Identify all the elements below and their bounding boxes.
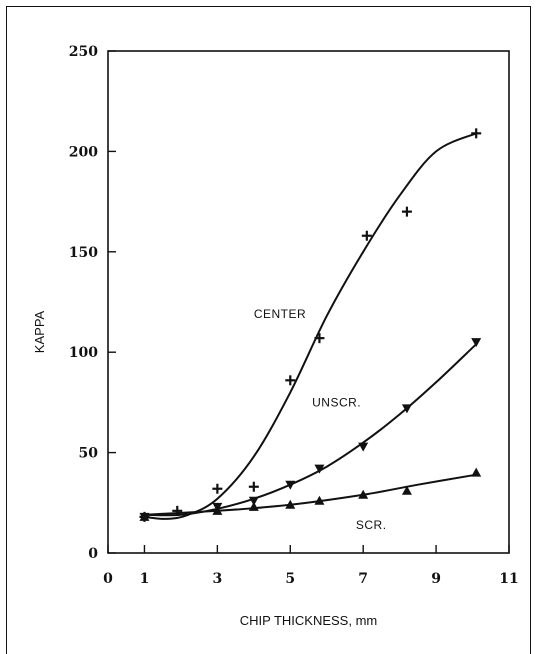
y-tick-label: 0 [88,546,98,562]
center-point [401,206,412,217]
y-tick-label: 50 [79,446,99,462]
x-tick-label: 0 [103,571,113,587]
figure-frame [6,6,531,654]
center-point [248,481,259,492]
unscr-point [358,442,369,452]
center-curve [144,132,477,520]
unscr-point [401,404,412,414]
series-annotations: CENTER UNSCR. SCR. [254,307,387,532]
center-point [212,483,223,494]
fit-curves [144,132,477,520]
scr-point [314,495,325,505]
center-point [314,333,325,344]
x-tick-label: 5 [285,571,295,587]
x-tick-label: 9 [431,571,441,587]
scr-curve [144,473,477,516]
center-label: CENTER [254,307,306,321]
center-point [471,128,482,139]
y-tick-label: 250 [69,44,98,60]
y-tick-label: 100 [69,345,98,361]
plot-border [107,50,510,554]
unscr-point [248,496,259,506]
scr-point [212,505,223,515]
x-tick-label: 3 [212,571,222,587]
x-axis-label: CHIP THICKNESS, mm [240,613,377,628]
unscr-point [285,480,296,490]
x-axis-ticks: 0 1 3 5 7 9 11 [103,545,519,587]
y-tick-label: 150 [69,245,98,261]
center-point [285,375,296,386]
y-tick-label: 200 [69,144,98,160]
y-axis-ticks: 0 50 100 150 200 250 [69,44,116,562]
scr-point [401,485,412,495]
scr-point [139,511,150,521]
x-tick-label: 7 [358,571,368,587]
x-tick-label: 11 [499,571,518,587]
unscr-point [314,464,325,474]
scr-label: SCR. [356,518,387,532]
scr-point [285,499,296,509]
center-point [172,505,183,516]
center-point [361,230,372,241]
unscr-curve [144,343,477,517]
scr-point [358,489,369,499]
x-tick-label: 1 [140,571,150,587]
plot-area [107,50,510,554]
scr-point [471,467,482,477]
y-axis-label: KAPPA [32,310,47,353]
data-markers [139,128,482,522]
unscr-label: UNSCR. [312,395,361,409]
unscr-point [471,338,482,348]
scr-point [248,501,259,511]
